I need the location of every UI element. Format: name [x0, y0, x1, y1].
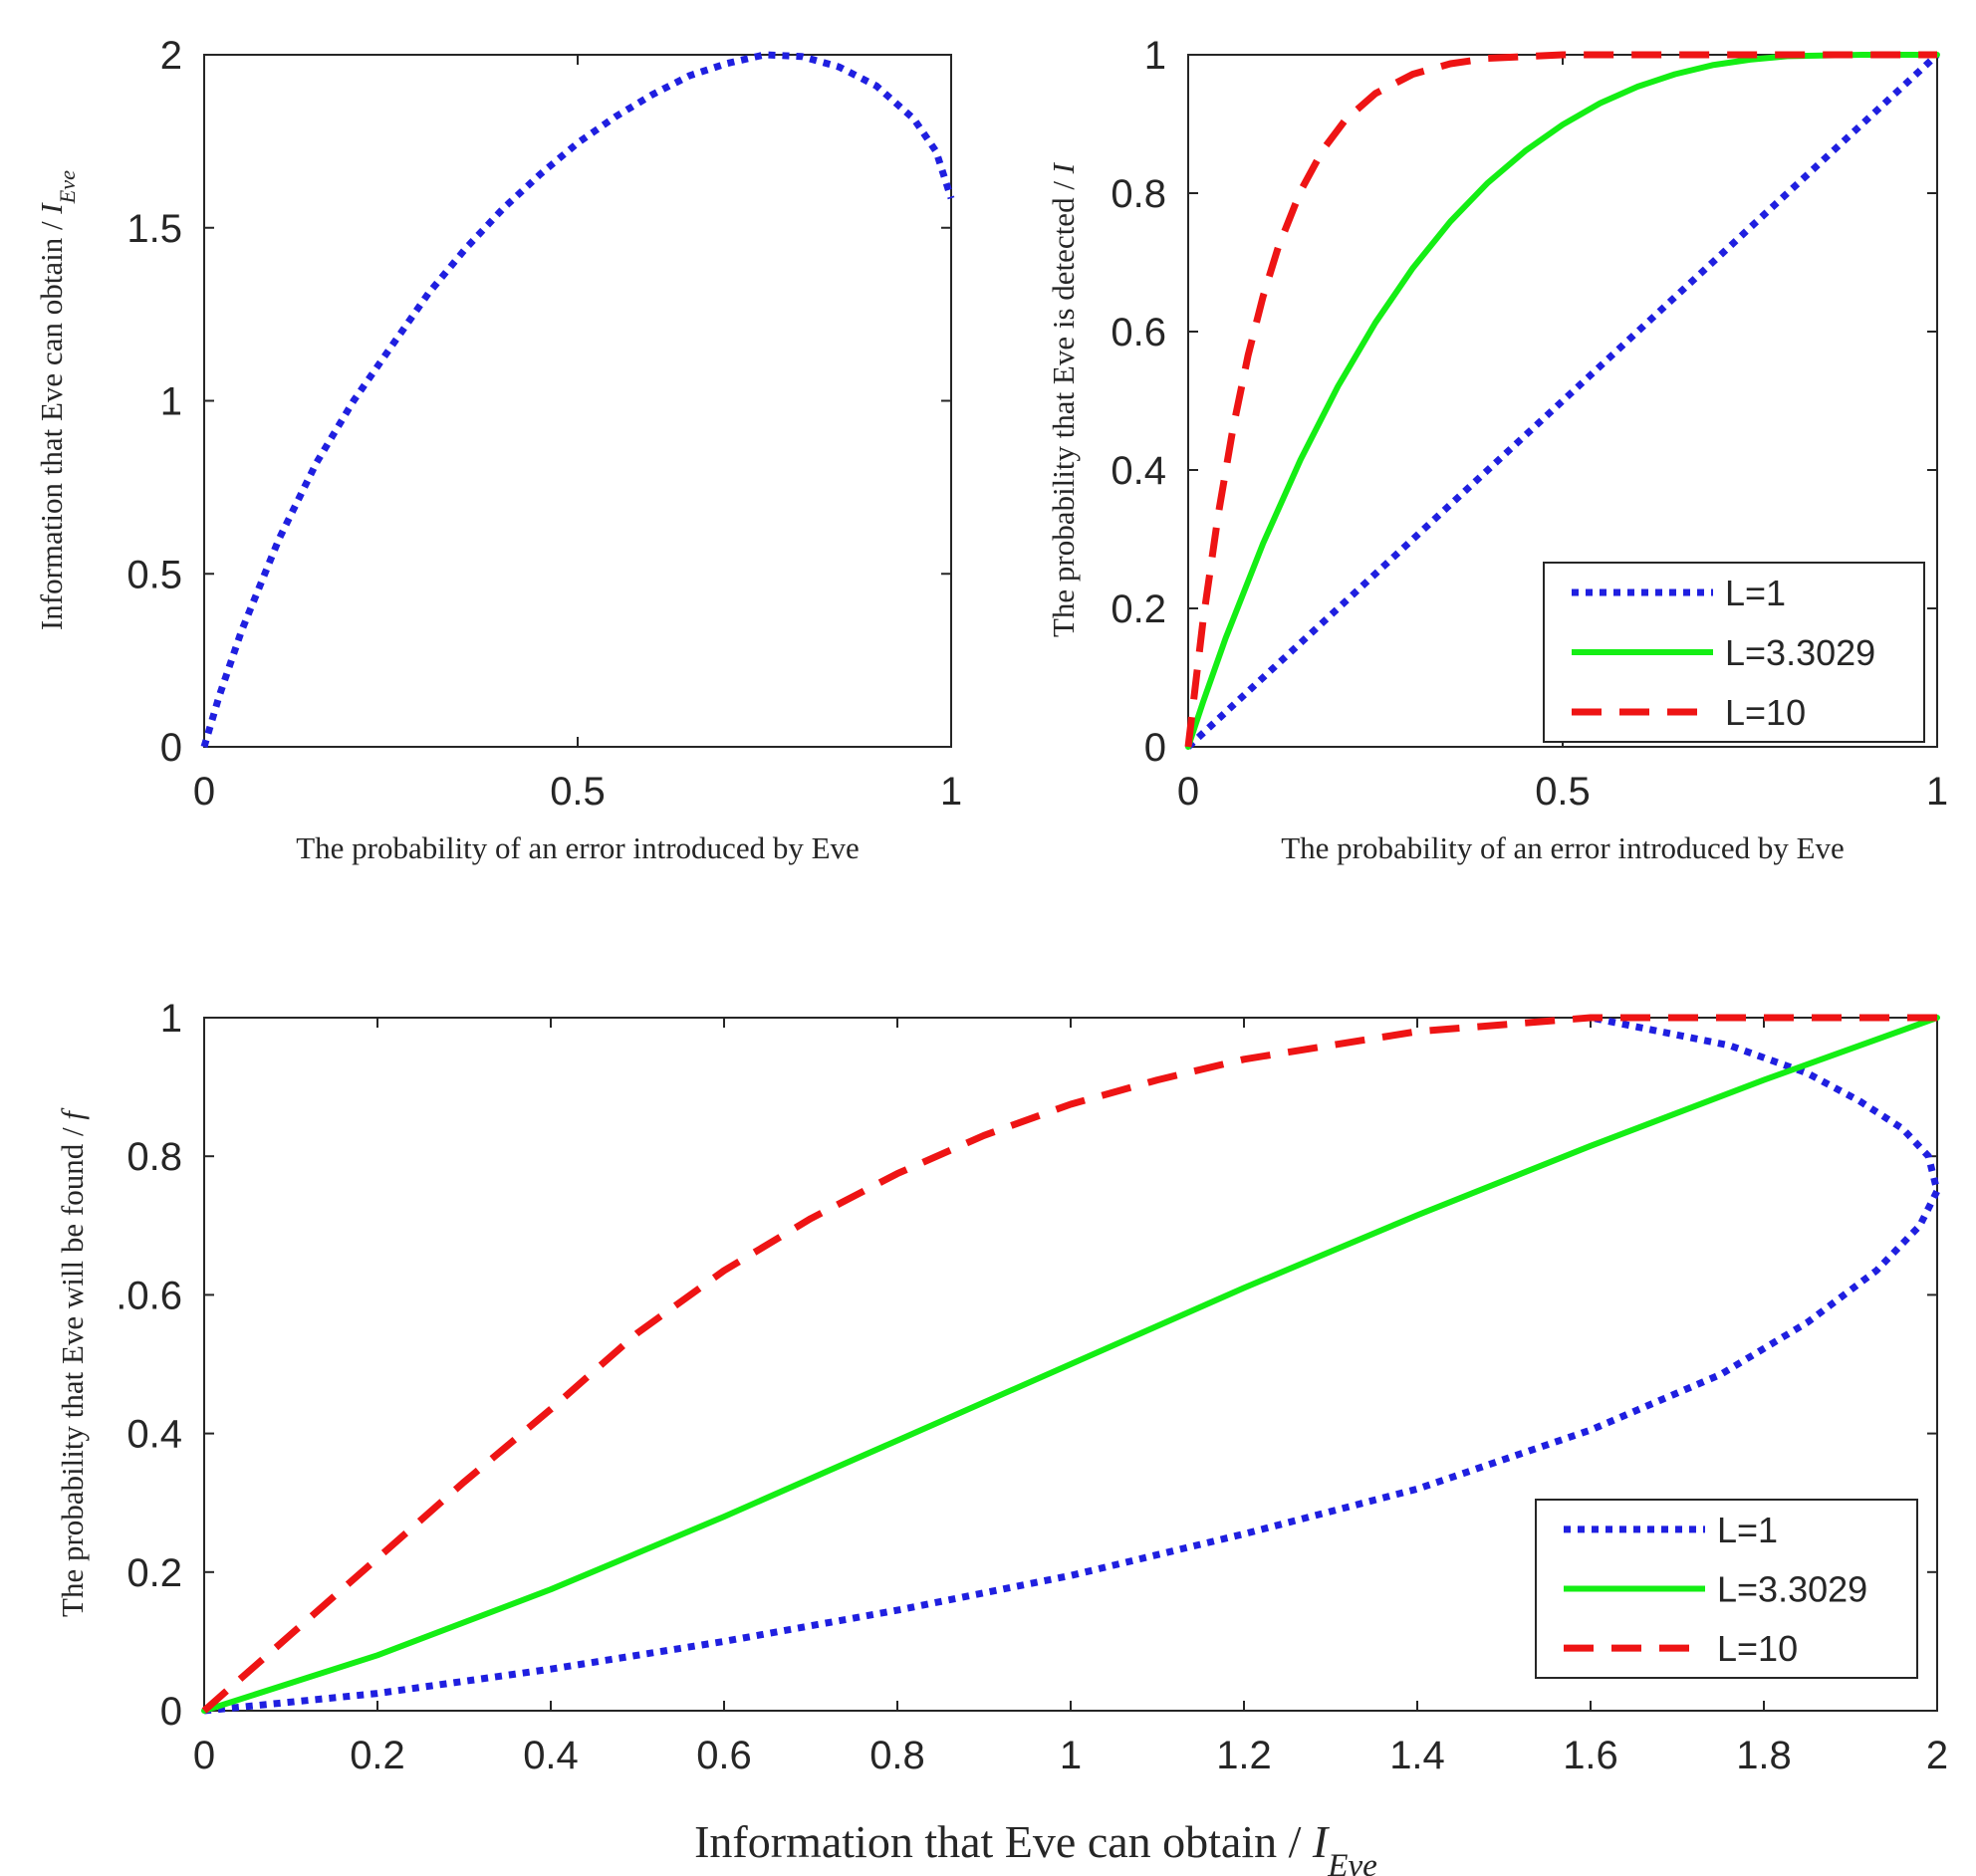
y-tick-label: 0.5 — [126, 553, 182, 596]
legend: L=1 L=3.3029 L=10 — [1543, 562, 1925, 743]
series-group — [201, 1014, 1941, 1715]
y-tick-label: 1 — [1144, 34, 1166, 78]
y-tick-label: 1 — [160, 997, 182, 1041]
legend-label-l-1: L=1 — [1717, 1510, 1778, 1550]
series-line-l-1 — [1185, 52, 1940, 750]
y-tick-label: .0.6 — [116, 1274, 182, 1317]
series-line-l-3-3029 — [1185, 52, 1940, 750]
legend-label-l-10: L=10 — [1717, 1628, 1798, 1669]
chart-top-left: 0 0.5 1 0 0.5 1 1.5 2 The probability of an erro… — [34, 34, 962, 865]
x-axis-label: The probability of an error introduced b… — [1281, 830, 1845, 865]
series-group — [1184, 51, 1940, 750]
series-group — [200, 51, 955, 748]
y-tick-label: 0.6 — [1111, 311, 1166, 354]
legend-label-l-10: L=10 — [1725, 692, 1806, 733]
legend-label-l-3-3029: L=3.3029 — [1725, 632, 1875, 673]
legend: L=1 L=3.3029 L=10 — [1535, 1499, 1918, 1679]
legend-label-l-3-3029: L=3.3029 — [1717, 1569, 1867, 1610]
x-tick-label: 2 — [1926, 1734, 1948, 1777]
y-axis-label: The probability that Eve will be found /… — [55, 1107, 90, 1617]
x-tick-label: 0 — [1177, 770, 1199, 814]
y-tick-label: 0.2 — [1111, 587, 1166, 631]
x-tick-label: 1 — [940, 770, 962, 814]
x-tick-label: 0 — [193, 1734, 215, 1777]
y-tick-label: 0.8 — [126, 1135, 182, 1179]
series-line-l-10 — [1184, 51, 1937, 748]
x-tick-label: 1 — [1060, 1734, 1082, 1777]
x-axis-label: The probability of an error introduced b… — [296, 830, 860, 865]
x-tick-label: 1.4 — [1389, 1734, 1445, 1777]
series-line-l-3-3029 — [201, 1015, 1940, 1714]
y-tick-label: 0.8 — [1111, 172, 1166, 216]
x-tick-label: 0.4 — [523, 1734, 579, 1777]
x-tick-label: 1 — [1926, 770, 1948, 814]
y-tick-label: 0 — [160, 1690, 182, 1734]
y-axis-label: The probability that Eve is detected / I — [1046, 161, 1081, 637]
series-line-i-eve — [200, 51, 955, 748]
y-tick-label: 0.4 — [1111, 449, 1166, 493]
series-line-l-10 — [201, 1014, 1937, 1714]
y-tick-label: 1.5 — [126, 207, 182, 251]
y-tick-label: 0.4 — [126, 1413, 182, 1457]
x-tick-label: 0.6 — [696, 1734, 752, 1777]
x-tick-label: 1.6 — [1563, 1734, 1618, 1777]
series-line-l-1 — [203, 1014, 1941, 1715]
plot-frame — [203, 54, 952, 748]
chart-bottom: 0 0.2 0.4 0.6 0.8 1 1.2 1.4 1.6 1.8 2 0 0.2 0.4 .0.6 0.… — [55, 997, 1948, 1876]
y-tick-label: 2 — [160, 34, 182, 78]
y-axis-label: Information that Eve can obtain / IEve — [34, 170, 80, 630]
chart-top-right: 0 0.5 1 0 0.2 0.4 0.6 0.8 1 The probability of an… — [1046, 34, 1948, 865]
x-tick-label: 0.2 — [350, 1734, 405, 1777]
legend-label-l-1: L=1 — [1725, 573, 1786, 613]
x-tick-label: 1.8 — [1736, 1734, 1792, 1777]
x-tick-label: 1.2 — [1216, 1734, 1272, 1777]
x-tick-label: 0.5 — [550, 770, 606, 814]
y-tick-label: 0 — [1144, 726, 1166, 770]
x-axis-label: Information that Eve can obtain / IEve — [694, 1816, 1377, 1876]
y-tick-label: 0.2 — [126, 1551, 182, 1595]
y-tick-label: 1 — [160, 380, 182, 424]
x-tick-label: 0.5 — [1535, 770, 1591, 814]
x-tick-label: 0 — [193, 770, 215, 814]
x-tick-label: 0.8 — [869, 1734, 925, 1777]
y-tick-label: 0 — [160, 726, 182, 770]
